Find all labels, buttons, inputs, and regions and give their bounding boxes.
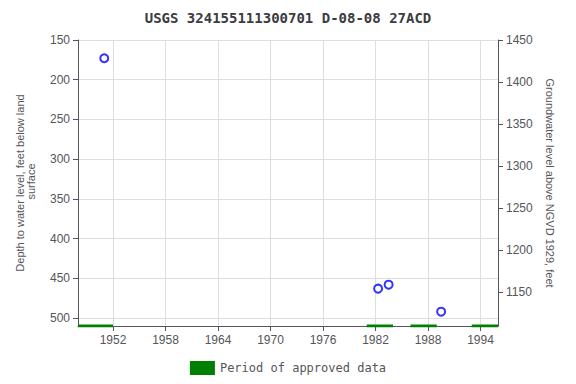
svg-text:1970: 1970: [257, 333, 284, 347]
svg-text:1450: 1450: [506, 33, 533, 47]
svg-text:Groundwater level above NGVD 1: Groundwater level above NGVD 1929, feet: [544, 78, 556, 287]
svg-text:1982: 1982: [362, 333, 389, 347]
svg-text:Period of approved data: Period of approved data: [220, 361, 386, 375]
svg-text:1964: 1964: [205, 333, 232, 347]
svg-text:1350: 1350: [506, 117, 533, 131]
svg-text:200: 200: [50, 73, 70, 87]
svg-text:150: 150: [50, 33, 70, 47]
svg-text:1952: 1952: [100, 333, 127, 347]
svg-text:450: 450: [50, 271, 70, 285]
svg-text:1300: 1300: [506, 159, 533, 173]
svg-text:1988: 1988: [415, 333, 442, 347]
svg-text:1150: 1150: [506, 285, 532, 299]
svg-text:1976: 1976: [310, 333, 337, 347]
svg-text:300: 300: [50, 152, 70, 166]
svg-text:1200: 1200: [506, 243, 533, 257]
svg-text:1994: 1994: [467, 333, 494, 347]
svg-text:1400: 1400: [506, 75, 533, 89]
svg-text:1958: 1958: [152, 333, 179, 347]
svg-text:250: 250: [50, 112, 70, 126]
svg-text:400: 400: [50, 232, 70, 246]
svg-text:1250: 1250: [506, 201, 533, 215]
svg-text:350: 350: [50, 192, 70, 206]
svg-text:Depth to water level, feet bel: Depth to water level, feet below land: [13, 94, 26, 272]
svg-text:surface: surface: [25, 163, 37, 202]
svg-text:USGS 324155111300701 D-08-08 2: USGS 324155111300701 D-08-08 27ACD: [145, 10, 432, 26]
svg-text:500: 500: [50, 311, 70, 325]
